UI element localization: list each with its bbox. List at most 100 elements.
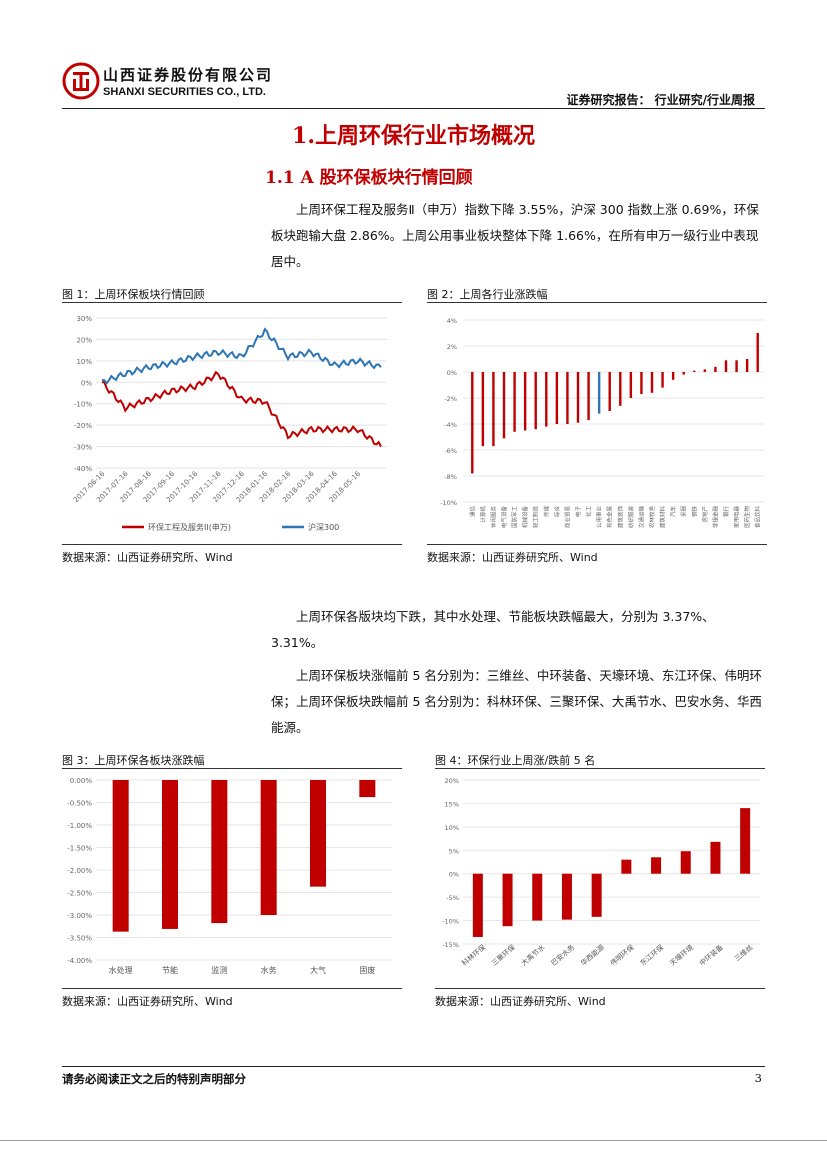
bar xyxy=(724,360,728,372)
bar xyxy=(735,360,738,372)
page-bottom-rule xyxy=(0,1140,827,1141)
y-tick-label: 30% xyxy=(76,315,92,323)
y-tick-label: 15% xyxy=(445,800,459,808)
y-tick-label: 0.00% xyxy=(70,777,93,785)
chart-1-line: 30%20%10%0%-10%-20%-30%-40%2017-06-16201… xyxy=(72,315,387,532)
x-tick-label: 电气设备 xyxy=(500,506,508,529)
y-tick-label: 2% xyxy=(447,343,457,351)
bar xyxy=(703,369,707,372)
y-tick-label: -10% xyxy=(440,499,457,507)
y-tick-label: -30% xyxy=(74,444,92,452)
bar xyxy=(211,780,228,924)
x-tick-label: 电子 xyxy=(574,506,582,518)
y-tick-label: -20% xyxy=(74,422,92,430)
subsection-title: 1.1 A 股环保板块行情回顾 xyxy=(265,168,473,188)
y-tick-label: 4% xyxy=(447,317,457,325)
section-title: 1.上周环保行业市场概况 xyxy=(292,123,535,149)
page-number: 3 xyxy=(754,1071,762,1085)
y-tick-label: -4.00% xyxy=(67,957,92,965)
y-tick-label: 0% xyxy=(81,379,92,387)
bar xyxy=(619,372,622,406)
paragraph-3: 上周环保板块涨幅前 5 名分别为：三维丝、中环装备、天壕环境、东江环保、伟明环保… xyxy=(271,668,762,735)
figure-2-title: 图 2：上周各行业涨跌幅 xyxy=(427,288,548,301)
bar xyxy=(532,873,543,921)
footer-disclaimer: 请务必阅读正文之后的特别声明部分 xyxy=(62,1072,246,1086)
x-tick-label: 有色金属 xyxy=(606,506,614,528)
x-tick-label: 采掘 xyxy=(680,506,688,518)
x-tick-label: 中环装备 xyxy=(698,943,725,968)
bar xyxy=(693,370,696,372)
figure-3-title: 图 3：上周环保各板块涨跌幅 xyxy=(62,754,205,767)
footer-divider xyxy=(62,1066,765,1067)
x-tick-label: 钢铁 xyxy=(690,506,698,518)
x-tick-label: 伟明环保 xyxy=(608,943,635,968)
x-tick-label: 农林牧渔 xyxy=(648,506,656,529)
y-tick-label: -1.00% xyxy=(67,822,92,830)
y-tick-label: -3.50% xyxy=(67,935,92,943)
paragraph-2: 上周环保各版块均下跌，其中水处理、节能板块跌幅最大，分别为 3.37%、3.31… xyxy=(271,609,715,650)
x-tick-label: 巴安水务 xyxy=(549,943,576,968)
x-tick-label: 固废 xyxy=(359,965,375,975)
bar xyxy=(710,841,721,874)
y-tick-label: -2.50% xyxy=(67,890,92,898)
bar xyxy=(671,372,675,380)
bar xyxy=(591,873,602,917)
bar xyxy=(112,780,129,932)
bar xyxy=(680,851,691,874)
x-tick-label: 大禹节水 xyxy=(519,943,546,968)
chart-4-bar: 20% 15% 10% 5% 0% -5% -10% -15% 科林环保 三聚环保 大禹节水 巴安水务… xyxy=(442,777,760,968)
bar xyxy=(714,366,717,372)
figure-3-top-rule xyxy=(62,768,402,769)
x-tick-label: 传媒 xyxy=(542,506,550,518)
bar xyxy=(597,372,601,414)
x-tick-label: 大气 xyxy=(310,965,326,975)
x-tick-label: 计算机 xyxy=(479,506,487,523)
x-tick-label: 节能 xyxy=(162,965,178,975)
x-tick-label: 天壕环境 xyxy=(668,943,695,968)
bar xyxy=(471,372,474,474)
y-tick-label: 10% xyxy=(76,358,92,366)
x-tick-label: 建筑装饰 xyxy=(616,506,624,529)
series-line-1 xyxy=(101,327,382,385)
bar xyxy=(260,780,277,915)
bar xyxy=(629,372,633,398)
y-tick-label: -10% xyxy=(442,918,459,926)
x-tick-label: 三维丝 xyxy=(733,943,755,963)
bar xyxy=(359,780,376,798)
x-tick-label: 监测 xyxy=(211,965,227,975)
x-tick-label: 水处理 xyxy=(109,965,133,975)
y-tick-label: -6% xyxy=(444,447,457,455)
bar xyxy=(621,859,632,874)
y-tick-label: 5% xyxy=(449,847,459,855)
x-tick-label: 轻工制造 xyxy=(532,506,540,529)
figure-1-title: 图 1：上周环保板块行情回顾 xyxy=(62,288,205,301)
bar xyxy=(492,372,495,447)
y-tick-label: 20% xyxy=(445,777,459,785)
bar xyxy=(472,873,483,937)
x-tick-label: 食品饮料 xyxy=(754,506,762,529)
bar xyxy=(745,359,749,372)
bar xyxy=(561,873,572,920)
x-tick-label: 机械设备 xyxy=(521,506,529,529)
bar xyxy=(566,372,569,424)
bar xyxy=(513,372,516,432)
bar xyxy=(740,808,751,874)
header-divider xyxy=(62,108,765,109)
bar xyxy=(651,857,662,874)
bar xyxy=(523,372,527,431)
figure-4-source: 数据来源：山西证券研究所、Wind xyxy=(435,995,606,1008)
figure-4-title: 图 4：环保行业上周涨/跌前 5 名 xyxy=(435,754,596,767)
y-tick-label: -0.50% xyxy=(67,800,92,808)
bar xyxy=(481,372,485,447)
x-tick-label: 东江环保 xyxy=(638,943,665,968)
x-tick-label: 国防军工 xyxy=(511,506,519,529)
y-tick-label: -3.00% xyxy=(67,912,92,920)
figure-2-source: 数据来源：山西证券研究所、Wind xyxy=(427,551,598,564)
bar xyxy=(661,372,664,388)
x-tick-label: 综合 xyxy=(553,506,561,518)
company-name-cn: 山西证券股份有限公司 xyxy=(103,66,274,84)
x-tick-label: 商业贸易 xyxy=(563,506,571,528)
x-tick-label: 纺织服装 xyxy=(627,506,635,529)
figure-1-bottom-rule xyxy=(62,544,402,545)
x-tick-label: 建筑材料 xyxy=(659,506,667,529)
